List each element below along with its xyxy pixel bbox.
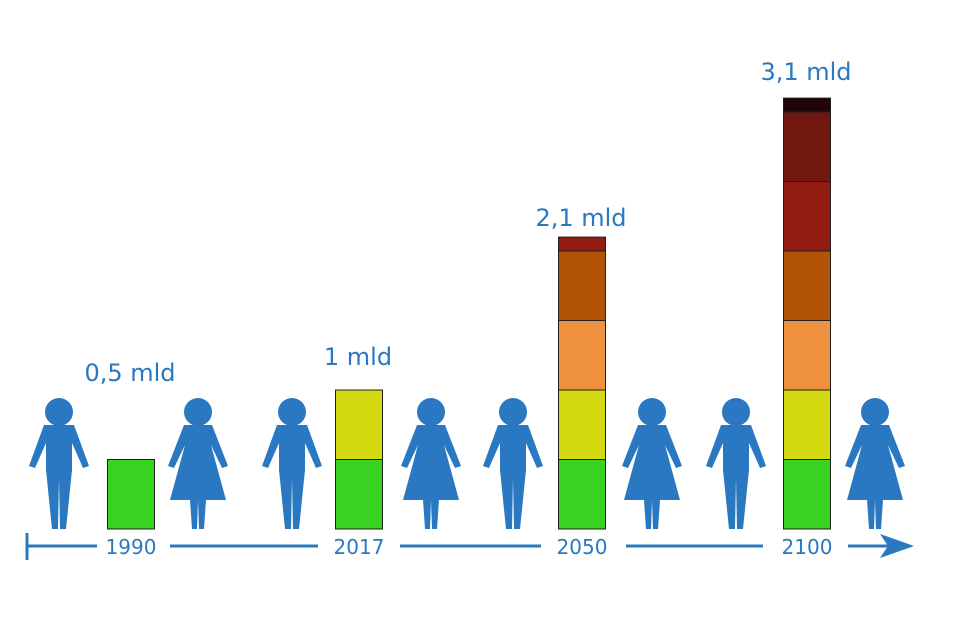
bar-2017-segment-1 bbox=[335, 459, 383, 530]
bar-2100-segment-4 bbox=[783, 250, 831, 321]
man-figure-icon bbox=[483, 398, 543, 529]
bar-2050-segment-4 bbox=[558, 250, 606, 321]
timeline-axis: 1990 2017 2050 2100 bbox=[25, 533, 914, 560]
woman-figure-icon bbox=[401, 398, 461, 529]
axis-arrowhead bbox=[880, 534, 914, 558]
bar-2017-segment-2 bbox=[335, 389, 383, 460]
woman-figure-icon bbox=[168, 398, 228, 529]
value-label-2100: 3,1 mld bbox=[760, 58, 851, 86]
bar-2100-segment-1 bbox=[783, 459, 831, 530]
bar-2050-segment-3 bbox=[558, 320, 606, 391]
woman-figure-icon bbox=[622, 398, 682, 529]
bar-1990-segment-1 bbox=[107, 459, 155, 530]
bar-2050-segment-2 bbox=[558, 389, 606, 460]
axis-label-2100: 2100 bbox=[782, 535, 833, 559]
bar-2050-segment-1 bbox=[558, 459, 606, 530]
man-figure-icon bbox=[262, 398, 322, 529]
bar-2100-segment-7 bbox=[783, 97, 831, 113]
bar-2100-segment-2 bbox=[783, 389, 831, 460]
bars bbox=[107, 97, 831, 530]
value-label-2050: 2,1 mld bbox=[535, 204, 626, 232]
bar-2050-segment-5 bbox=[558, 236, 606, 252]
bar-2100-segment-3 bbox=[783, 320, 831, 391]
woman-figure-icon bbox=[845, 398, 905, 529]
man-figure-icon bbox=[706, 398, 766, 529]
bar-2100-segment-6 bbox=[783, 111, 831, 182]
axis-label-1990: 1990 bbox=[106, 535, 157, 559]
axis-label-2050: 2050 bbox=[557, 535, 608, 559]
value-label-2017: 1 mld bbox=[324, 343, 392, 371]
bar-2100-segment-5 bbox=[783, 181, 831, 252]
value-label-1990: 0,5 mld bbox=[84, 359, 175, 387]
man-figure-icon bbox=[29, 398, 89, 529]
value-labels: 0,5 mld 1 mld 2,1 mld 3,1 mld bbox=[84, 58, 851, 387]
people-figures bbox=[29, 398, 905, 529]
axis-label-2017: 2017 bbox=[334, 535, 385, 559]
